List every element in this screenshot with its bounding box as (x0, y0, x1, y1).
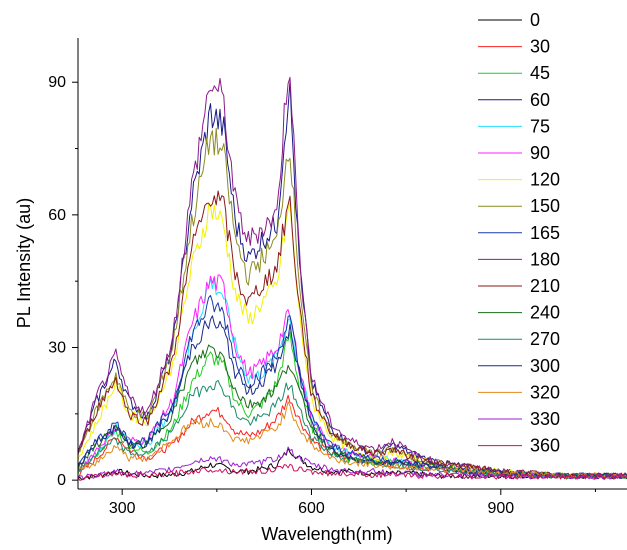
legend-label-210: 210 (530, 276, 560, 296)
legend-label-0: 0 (530, 10, 540, 30)
y-axis-label: PL Intensity (au) (14, 198, 34, 328)
legend-label-180: 180 (530, 249, 560, 269)
legend-label-165: 165 (530, 223, 560, 243)
legend-label-300: 300 (530, 356, 560, 376)
series-line-210 (77, 190, 627, 479)
legend-label-120: 120 (530, 170, 560, 190)
legend-label-270: 270 (530, 329, 560, 349)
legend-label-60: 60 (530, 90, 550, 110)
series-line-300 (77, 315, 627, 480)
x-tick-label: 300 (109, 500, 136, 517)
series-line-320 (77, 401, 627, 479)
x-tick-label: 600 (298, 500, 325, 517)
y-tick-label: 0 (57, 472, 66, 489)
x-tick-label: 900 (487, 500, 514, 517)
legend: 0 30 45 60 75 90 120 150 165 180 210 240 270 300 320 33… (478, 10, 560, 456)
legend-label-320: 320 (530, 382, 560, 402)
series-line-360 (77, 463, 627, 481)
legend-label-45: 45 (530, 63, 550, 83)
ticks: 300 600 900 0 30 60 90 (48, 74, 596, 517)
legend-label-75: 75 (530, 116, 550, 136)
series-line-330 (77, 446, 627, 481)
legend-label-360: 360 (530, 436, 560, 456)
y-tick-label: 90 (48, 74, 66, 91)
legend-label-90: 90 (530, 143, 550, 163)
x-axis-label: Wavelength(nm) (261, 524, 392, 544)
series-lines (77, 76, 627, 481)
legend-label-150: 150 (530, 196, 560, 216)
legend-label-330: 330 (530, 409, 560, 429)
legend-label-240: 240 (530, 303, 560, 323)
series-line-45 (77, 331, 627, 479)
legend-label-30: 30 (530, 37, 550, 57)
y-tick-label: 30 (48, 340, 66, 357)
y-tick-label: 60 (48, 207, 66, 224)
